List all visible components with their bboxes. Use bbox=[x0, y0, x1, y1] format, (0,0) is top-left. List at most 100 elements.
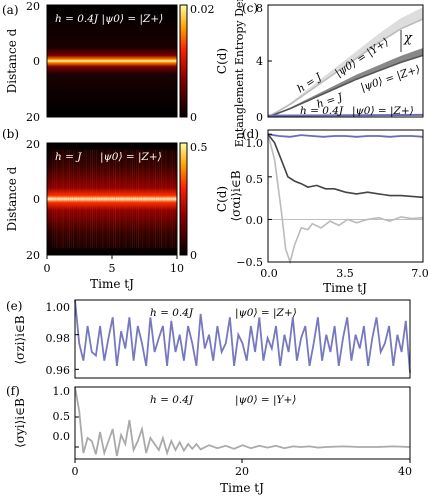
heatmap-b-stripe bbox=[161, 150, 163, 248]
annotation-b-h: h = J bbox=[55, 151, 82, 163]
heatmap-b-stripe bbox=[75, 150, 77, 248]
series-e bbox=[74, 299, 411, 373]
annotation-f-state: |ψ0⟩ = |Y+⟩ bbox=[235, 394, 296, 407]
label-c-h04-state: |ψ0⟩ = |Z+⟩ bbox=[352, 105, 414, 118]
heatmap-b-stripe bbox=[144, 150, 146, 248]
series-f bbox=[74, 386, 411, 457]
heatmap-b bbox=[47, 143, 177, 255]
heatmap-b-stripe bbox=[127, 150, 129, 248]
axes-c bbox=[267, 4, 424, 118]
heatmap-b-stripe bbox=[106, 150, 108, 248]
ytick-b-0: 20 bbox=[26, 138, 40, 151]
ytick-c-8: 8 bbox=[256, 2, 263, 15]
panel-f: (f) 1.0 0.5 0.0 ⟨σyi⟩i∈B h = 0.4J |ψ0⟩ =… bbox=[6, 384, 412, 495]
band-z bbox=[268, 48, 423, 118]
heatmap-b-stripe bbox=[131, 150, 133, 248]
heatmap-b-stripe bbox=[66, 150, 68, 248]
heatmap-b-stripe bbox=[146, 150, 148, 248]
band-y bbox=[268, 7, 423, 118]
heatmap-b-stripe bbox=[112, 150, 114, 248]
colorbar-b bbox=[180, 143, 187, 255]
xlabel-b: Time tJ bbox=[90, 277, 134, 291]
heatmap-b-stripe bbox=[70, 150, 72, 248]
panel-d: (d) 1.0 0.5 0.0 −0.5 ⟨σαi⟩i∈B 0.0 3.5 7.… bbox=[229, 127, 428, 295]
heatmap-b-stripe bbox=[91, 150, 93, 248]
heatmap-b-stripe bbox=[119, 150, 121, 248]
ytick-b-1: 0 bbox=[33, 193, 40, 206]
series-c-hJ-Z bbox=[267, 54, 424, 118]
cbar-a-label: C(d) bbox=[215, 48, 229, 74]
heatmap-b-stripe bbox=[56, 150, 58, 248]
heatmap-b-stripe bbox=[142, 150, 144, 248]
heatmap-b-stripe bbox=[110, 150, 112, 248]
heatmap-b-stripe bbox=[87, 150, 89, 248]
ytick-f-0: 1.0 bbox=[53, 385, 71, 398]
xtick-b-2: 10 bbox=[170, 262, 184, 275]
heatmap-b-stripe bbox=[163, 150, 165, 248]
cbar-b-max: 0.5 bbox=[190, 141, 208, 154]
xtick-f-1: 20 bbox=[235, 465, 249, 478]
xtick-f-2: 40 bbox=[398, 465, 412, 478]
heatmap-b-stripe bbox=[52, 150, 54, 248]
annotation-e-h: h = 0.4J bbox=[150, 307, 194, 319]
heatmap-b-stripe bbox=[173, 150, 175, 248]
axes-e bbox=[74, 299, 411, 379]
panel-d-label: (d) bbox=[242, 127, 259, 141]
ytick-d-3: −0.5 bbox=[236, 256, 263, 269]
ytick-c-4: 4 bbox=[256, 55, 263, 68]
heatmap-b-stripe bbox=[79, 150, 81, 248]
annotation-f-h: h = 0.4J bbox=[150, 394, 194, 406]
heatmap-b-stripe bbox=[60, 150, 62, 248]
cbar-b-min: 0 bbox=[190, 249, 197, 262]
heatmap-b-stripe bbox=[62, 150, 64, 248]
heatmap-b-stripe bbox=[159, 150, 161, 248]
heatmap-b-stripe bbox=[152, 150, 154, 248]
series-c-hJ-Y bbox=[267, 18, 424, 118]
colorbar-a bbox=[180, 5, 187, 117]
heatmap-b-stripe bbox=[167, 150, 169, 248]
panel-b: (b) h = J |ψ0⟩ = |Z+⟩ 20 0 20 Distance d… bbox=[2, 127, 229, 291]
heatmap-b-stripe bbox=[58, 150, 60, 248]
series-d-Z-hJ bbox=[267, 133, 424, 199]
ytick-e-2: 0.96 bbox=[46, 364, 71, 377]
heatmap-b-stripe bbox=[100, 150, 102, 248]
cbar-a-min: 0 bbox=[190, 111, 197, 124]
heatmap-b-stripe bbox=[98, 150, 100, 248]
heatmap-b-stripe bbox=[68, 150, 70, 248]
heatmap-b-stripe bbox=[171, 150, 173, 248]
heatmap-b-stripe bbox=[169, 150, 171, 248]
xlabel-d: Time tJ bbox=[323, 281, 367, 295]
heatmap-b-stripe bbox=[129, 150, 131, 248]
heatmap-b-stripe bbox=[117, 150, 119, 248]
heatmap-b-stripe bbox=[77, 150, 79, 248]
xtick-b-1: 5 bbox=[109, 262, 116, 275]
ytick-d-0: 1.0 bbox=[246, 137, 264, 150]
xtick-d-0: 0.0 bbox=[260, 267, 278, 280]
heatmap-b-stripe bbox=[140, 150, 142, 248]
heatmap-b-stripe bbox=[125, 150, 127, 248]
ytick-e-1: 0.98 bbox=[46, 332, 71, 345]
heatmap-b-stripe bbox=[136, 150, 138, 248]
heatmap-b-stripe bbox=[94, 150, 96, 248]
heatmap-b-stripe bbox=[81, 150, 83, 248]
heatmap-b-stripe bbox=[104, 150, 106, 248]
heatmap-b-stripe bbox=[138, 150, 140, 248]
series-c-h04J-Z bbox=[267, 113, 424, 117]
cbar-a-max: 0.02 bbox=[190, 3, 215, 16]
panel-c: (c) 8 4 0 Entanglement Entropy Density h… bbox=[233, 0, 424, 147]
heatmap-b-stripe bbox=[175, 150, 177, 248]
xtick-d-2: 7.0 bbox=[411, 267, 428, 280]
heatmap-b-stripe bbox=[157, 150, 159, 248]
heatmap-b-stripe bbox=[96, 150, 98, 248]
label-c-Z-state: |ψ0⟩ = |Z+⟩ bbox=[359, 63, 422, 94]
label-c-chi: χ bbox=[403, 31, 413, 46]
heatmap-b-stripe bbox=[64, 150, 66, 248]
heatmap-b-stripe bbox=[150, 150, 152, 248]
ylabel-b: Distance d bbox=[5, 166, 19, 231]
heatmap-b-stripe bbox=[83, 150, 85, 248]
ytick-d-2: 0.0 bbox=[246, 214, 264, 227]
xtick-f-0: 0 bbox=[72, 465, 79, 478]
heatmap-b-stripe bbox=[85, 150, 87, 248]
ytick-b-2: 20 bbox=[26, 249, 40, 262]
